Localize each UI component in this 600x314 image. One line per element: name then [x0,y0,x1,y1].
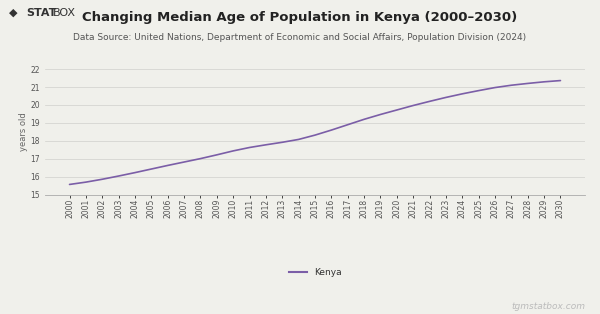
Text: Data Source: United Nations, Department of Economic and Social Affairs, Populati: Data Source: United Nations, Department … [73,33,527,42]
Text: STAT: STAT [26,8,56,18]
Text: tgmstatbox.com: tgmstatbox.com [511,302,585,311]
Legend: Kenya: Kenya [285,264,345,281]
Y-axis label: years old: years old [19,112,28,151]
Text: Changing Median Age of Population in Kenya (2000–2030): Changing Median Age of Population in Ken… [82,11,518,24]
Text: BOX: BOX [53,8,76,18]
Text: ◆: ◆ [9,8,17,18]
